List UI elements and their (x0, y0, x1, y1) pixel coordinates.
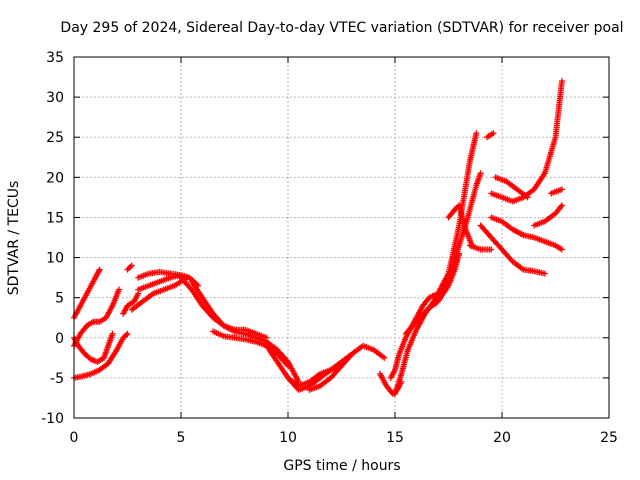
x-tick-label: 0 (70, 430, 79, 446)
point-marker (490, 130, 497, 137)
point-marker (381, 354, 388, 361)
x-tick-label: 10 (279, 430, 297, 446)
series-arc-23 (477, 222, 548, 277)
series-arc-5 (124, 262, 135, 273)
tick-labels: 0 5 10 15 20 25 -10 -5 0 5 10 15 20 25 30 35 (41, 50, 618, 446)
series-arc-6 (120, 290, 142, 317)
point-marker (95, 267, 102, 274)
point-marker (524, 194, 531, 201)
point-marker (456, 250, 463, 257)
point-marker (558, 246, 565, 253)
series-arc-24 (488, 78, 565, 205)
series-arc-28 (548, 186, 565, 197)
point-marker (477, 170, 484, 177)
x-axis-label: GPS time / hours (283, 458, 400, 474)
y-tick-label: 30 (46, 90, 64, 106)
point-marker (557, 203, 564, 210)
point-marker (285, 362, 291, 369)
data-series (71, 78, 565, 397)
series-arc-4 (71, 330, 131, 381)
x-tick-label: 15 (386, 430, 404, 446)
point-marker (558, 202, 565, 209)
point-marker (124, 330, 131, 337)
x-tick-label: 20 (493, 430, 511, 446)
point-marker (96, 266, 103, 273)
y-tick-label: 35 (46, 50, 64, 66)
point-marker (541, 270, 548, 277)
point-marker (488, 246, 495, 253)
series-arc-8 (135, 272, 184, 293)
point-marker (115, 286, 122, 293)
point-marker (184, 274, 191, 281)
y-tick-label: 15 (46, 210, 64, 226)
point-marker (283, 361, 290, 368)
x-tick-label: 5 (177, 430, 186, 446)
point-marker (558, 186, 565, 193)
y-tick-label: 0 (55, 331, 64, 347)
point-marker (109, 330, 116, 337)
chart-title: Day 295 of 2024, Sidereal Day-to-day VTE… (60, 20, 623, 36)
series-arc-27 (531, 202, 565, 229)
point-marker (558, 78, 565, 85)
y-tick-label: -10 (41, 411, 64, 427)
series-arc-22 (484, 130, 497, 141)
series-arc-1 (71, 266, 103, 321)
series-arc-17 (387, 130, 480, 381)
series-arc-2 (71, 286, 122, 349)
series-arc-15 (306, 342, 388, 393)
y-tick-label: 20 (46, 170, 64, 186)
series-arc-21 (466, 242, 495, 253)
series-arc-25 (492, 174, 531, 201)
x-tick-label: 25 (600, 430, 618, 446)
series-arc-3 (71, 330, 116, 365)
grid (74, 57, 609, 418)
y-tick-label: 5 (55, 291, 64, 307)
y-tick-label: 10 (46, 251, 64, 267)
series-arc-18 (392, 170, 484, 397)
point-marker (473, 130, 480, 137)
series-arc-11 (188, 278, 302, 385)
series-arc-14 (285, 362, 345, 389)
plot-frame (73, 56, 610, 419)
y-tick-label: 25 (46, 130, 64, 146)
series-arc-19 (402, 250, 463, 337)
series-arc-26 (488, 214, 565, 253)
y-tick-label: -5 (50, 371, 64, 387)
point-marker (128, 262, 135, 269)
y-axis-label: SDTVAR / TECUs (6, 181, 22, 296)
